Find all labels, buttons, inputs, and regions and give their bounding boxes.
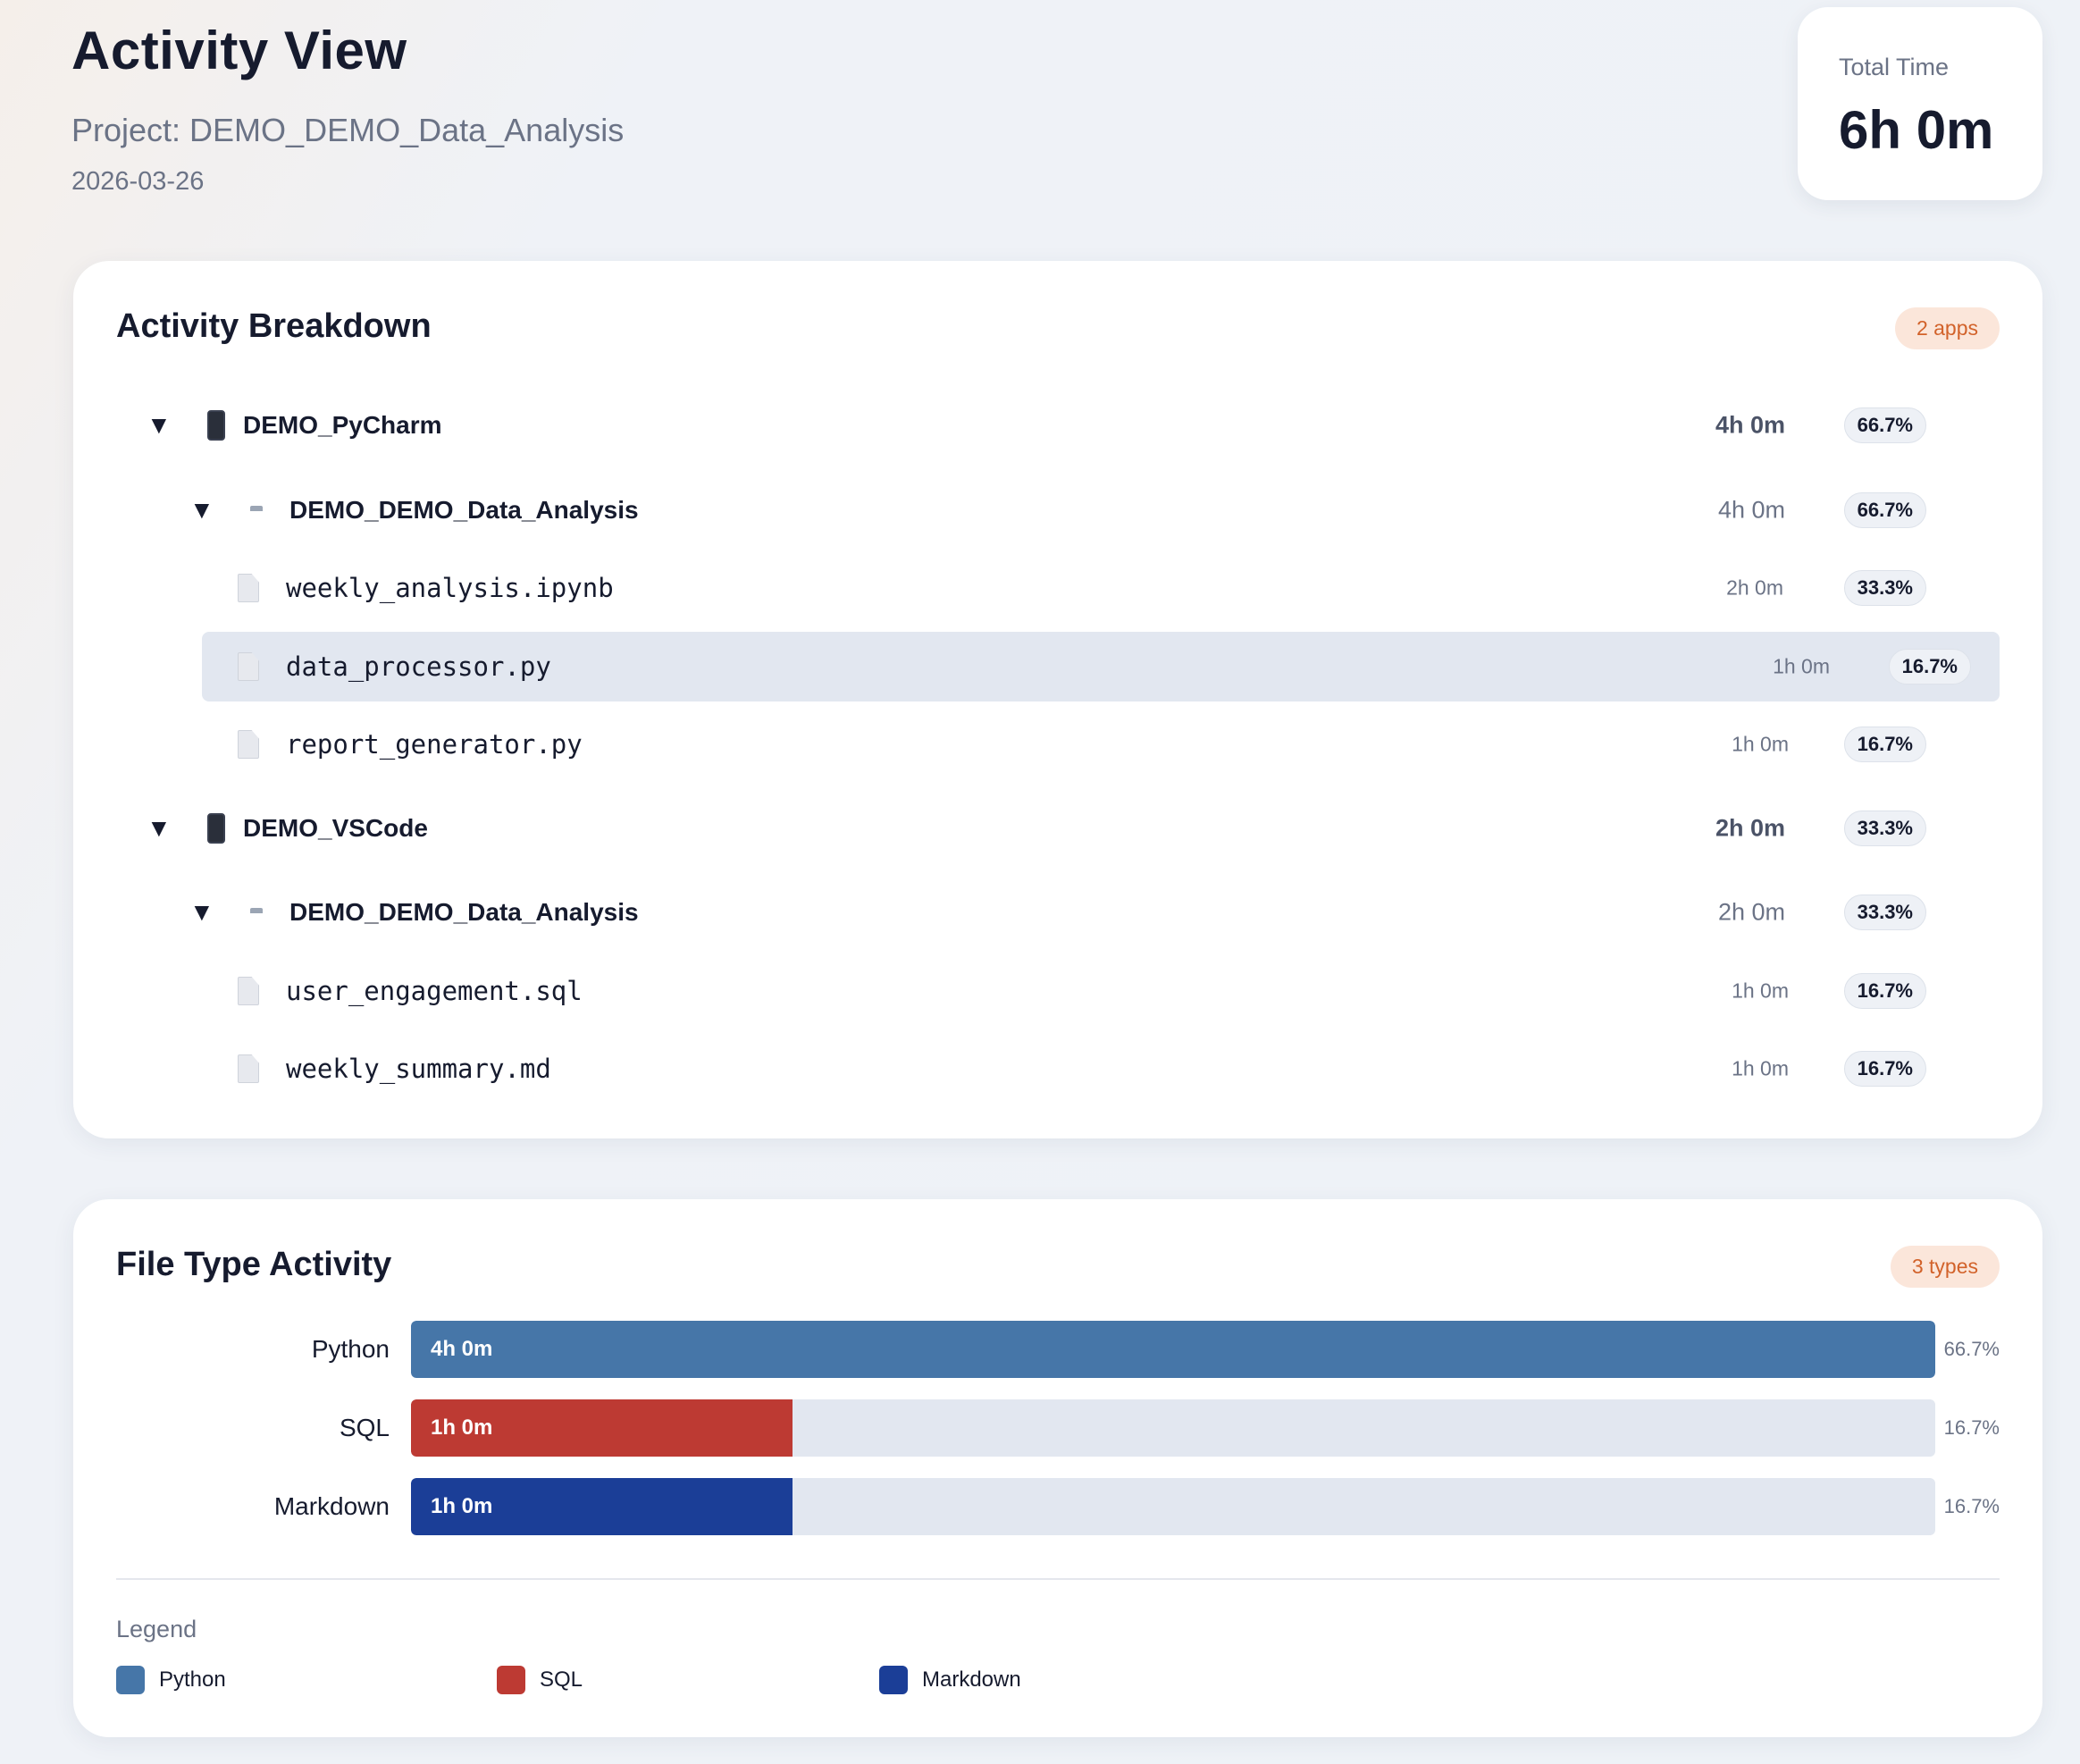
- duration-label: 1h 0m: [1732, 732, 1789, 756]
- activity-breakdown-card: Activity Breakdown 2 apps ▼ DEMO_PyCharm 4…: [73, 261, 2042, 1138]
- activity-breakdown-title: Activity Breakdown: [116, 307, 432, 345]
- percent-badge: 16.7%: [1843, 1051, 1926, 1087]
- file-type-title: File Type Activity: [116, 1246, 392, 1283]
- percent-badge: 66.7%: [1843, 407, 1926, 443]
- percent-badge: 16.7%: [1843, 973, 1926, 1009]
- duration-label: 1h 0m: [1773, 654, 1830, 678]
- total-time-card: Total Time 6h 0m: [1798, 7, 2042, 200]
- legend-item: SQL: [497, 1666, 583, 1694]
- bar-track: 1h 0m: [411, 1399, 1935, 1457]
- phone-icon: [207, 410, 225, 441]
- apps-count-badge: 2 apps: [1894, 307, 2000, 349]
- percent-badge: 16.7%: [1888, 649, 1971, 685]
- percent-badge: 33.3%: [1843, 811, 1926, 846]
- legend-divider: [116, 1578, 2000, 1580]
- tree-file-row[interactable]: data_processor.py 1h 0m 16.7%: [202, 632, 2000, 701]
- bar-row: Python 4h 0m 66.7%: [116, 1321, 2000, 1378]
- file-icon: [238, 652, 259, 681]
- bar-fill: [411, 1321, 1935, 1378]
- file-label: user_engagement.sql: [286, 976, 583, 1006]
- legend-swatch: [116, 1666, 145, 1694]
- date-label: 2026-03-26: [71, 167, 205, 196]
- page-title: Activity View: [71, 21, 407, 80]
- project-label: DEMO_DEMO_Data_Analysis: [289, 898, 639, 926]
- bar-value-label: 1h 0m: [431, 1494, 493, 1518]
- bar-value-label: 4h 0m: [431, 1337, 493, 1361]
- tree-app-row[interactable]: ▼ DEMO_PyCharm 4h 0m 66.7%: [73, 391, 2000, 460]
- percent-badge: 33.3%: [1843, 570, 1926, 606]
- legend-swatch: [879, 1666, 908, 1694]
- total-time-value: 6h 0m: [1839, 100, 1994, 160]
- file-label: report_generator.py: [286, 729, 583, 760]
- bar-percent-label: 16.7%: [1943, 1416, 2000, 1439]
- bar-percent-label: 16.7%: [1943, 1495, 2000, 1517]
- file-icon: [238, 977, 259, 1005]
- legend-swatch: [497, 1666, 525, 1694]
- project-label: DEMO_DEMO_Data_Analysis: [289, 496, 639, 524]
- bar-track: 1h 0m: [411, 1478, 1935, 1535]
- bar-fill: [411, 1399, 793, 1457]
- expand-toggle-icon[interactable]: ▼: [189, 496, 214, 524]
- tree-file-row[interactable]: report_generator.py 1h 0m 16.7%: [73, 710, 2000, 779]
- duration-label: 2h 0m: [1726, 575, 1783, 600]
- page-header: Activity View Project: DEMO_DEMO_Data_An…: [71, 20, 624, 197]
- bar-category-label: Python: [311, 1335, 390, 1363]
- file-label: data_processor.py: [286, 651, 551, 682]
- duration-label: 4h 0m: [1717, 496, 1785, 524]
- bar-fill: [411, 1478, 793, 1535]
- expand-toggle-icon[interactable]: ▼: [189, 898, 214, 926]
- tree-project-row[interactable]: ▼ DEMO_DEMO_Data_Analysis 2h 0m 33.3%: [73, 878, 2000, 947]
- bar-track: 4h 0m: [411, 1321, 1935, 1378]
- percent-badge: 33.3%: [1843, 895, 1926, 930]
- file-type-activity-card: File Type Activity 3 types Python 4h 0m 66…: [73, 1199, 2042, 1737]
- tree-app-row[interactable]: ▼ DEMO_VSCode 2h 0m 33.3%: [73, 794, 2000, 863]
- bar-row: Markdown 1h 0m 16.7%: [116, 1478, 2000, 1535]
- app-label: DEMO_VSCode: [243, 814, 428, 842]
- tree-file-row[interactable]: user_engagement.sql 1h 0m 16.7%: [73, 956, 2000, 1026]
- expand-toggle-icon[interactable]: ▼: [147, 814, 172, 842]
- duration-label: 1h 0m: [1732, 979, 1789, 1003]
- duration-label: 2h 0m: [1717, 898, 1785, 926]
- bar-category-label: Markdown: [273, 1492, 390, 1520]
- legend-item: Python: [116, 1666, 226, 1694]
- file-icon: [238, 730, 259, 759]
- duration-label: 1h 0m: [1732, 1056, 1789, 1080]
- bar-percent-label: 66.7%: [1943, 1338, 2000, 1360]
- percent-badge: 66.7%: [1843, 492, 1926, 528]
- total-time-label: Total Time: [1839, 54, 1950, 80]
- duration-label: 4h 0m: [1715, 411, 1785, 439]
- bar-value-label: 1h 0m: [431, 1415, 493, 1440]
- percent-badge: 16.7%: [1843, 727, 1926, 762]
- tree-file-row[interactable]: weekly_summary.md 1h 0m 16.7%: [73, 1034, 2000, 1104]
- legend-title: Legend: [116, 1616, 197, 1642]
- legend-label: SQL: [540, 1667, 583, 1692]
- app-label: DEMO_PyCharm: [243, 411, 442, 439]
- tree-project-row[interactable]: ▼ DEMO_DEMO_Data_Analysis 4h 0m 66.7%: [73, 475, 2000, 545]
- expand-toggle-icon[interactable]: ▼: [147, 411, 172, 439]
- types-count-badge: 3 types: [1890, 1246, 2000, 1288]
- project-subtitle: Project: DEMO_DEMO_Data_Analysis: [71, 112, 625, 148]
- legend-label: Markdown: [922, 1667, 1021, 1692]
- duration-label: 2h 0m: [1715, 814, 1785, 842]
- phone-icon: [207, 813, 225, 844]
- bar-category-label: SQL: [339, 1414, 390, 1441]
- file-label: weekly_analysis.ipynb: [286, 573, 614, 603]
- bar-row: SQL 1h 0m 16.7%: [116, 1399, 2000, 1457]
- file-icon: [238, 1054, 259, 1083]
- legend-label: Python: [159, 1667, 226, 1692]
- tree-file-row[interactable]: weekly_analysis.ipynb 2h 0m 33.3%: [73, 553, 2000, 623]
- file-label: weekly_summary.md: [286, 1054, 551, 1084]
- legend-item: Markdown: [879, 1666, 1021, 1694]
- file-icon: [238, 574, 259, 602]
